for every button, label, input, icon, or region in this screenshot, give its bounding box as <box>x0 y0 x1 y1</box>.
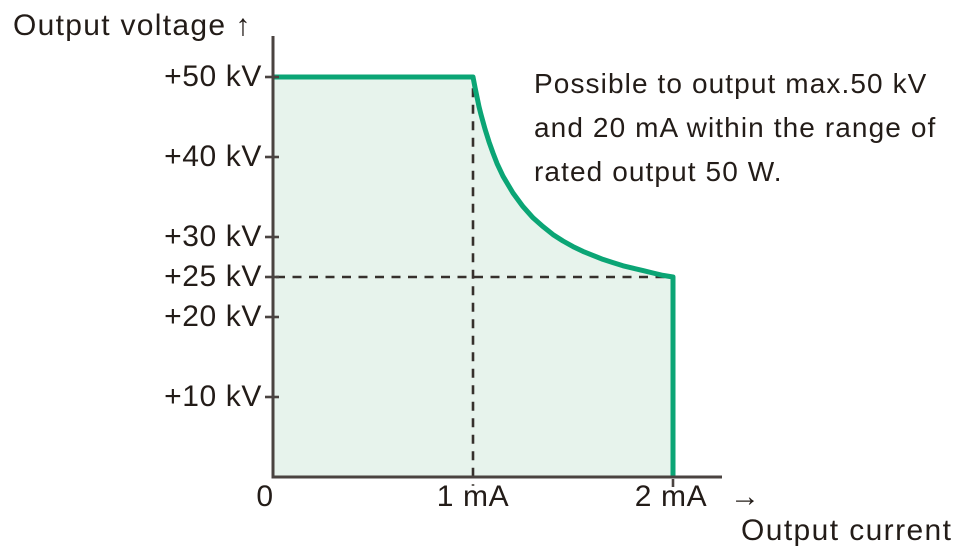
x-axis-title: Output current <box>741 514 953 547</box>
right-arrow-icon: → <box>730 480 760 513</box>
y-tick-label: +30 kV <box>164 220 262 253</box>
y-tick-label: +25 kV <box>164 260 262 293</box>
boundary-curve <box>273 74 676 477</box>
x-tick-label: 2 mA <box>634 480 708 513</box>
y-tick-label: +20 kV <box>164 300 262 333</box>
x-tick-label: 1 mA <box>436 480 510 513</box>
y-tick-label: +50 kV <box>164 60 262 93</box>
y-axis-title: Output voltage ↑ <box>13 8 250 44</box>
y-tick-label: +40 kV <box>164 140 262 173</box>
x-tick-label: 0 <box>256 480 274 513</box>
annotation: Possible to output max.50 kV and 20 mA w… <box>534 62 936 194</box>
annotation-line: and 20 mA within the range of <box>534 112 937 143</box>
y-axis-title-text: Output voltage <box>13 9 227 42</box>
annotation-line: rated output 50 W. <box>534 156 783 187</box>
annotation-line: Possible to output max.50 kV <box>534 68 928 99</box>
y-tick-label: +10 kV <box>164 380 262 413</box>
up-arrow-icon: ↑ <box>235 9 251 42</box>
